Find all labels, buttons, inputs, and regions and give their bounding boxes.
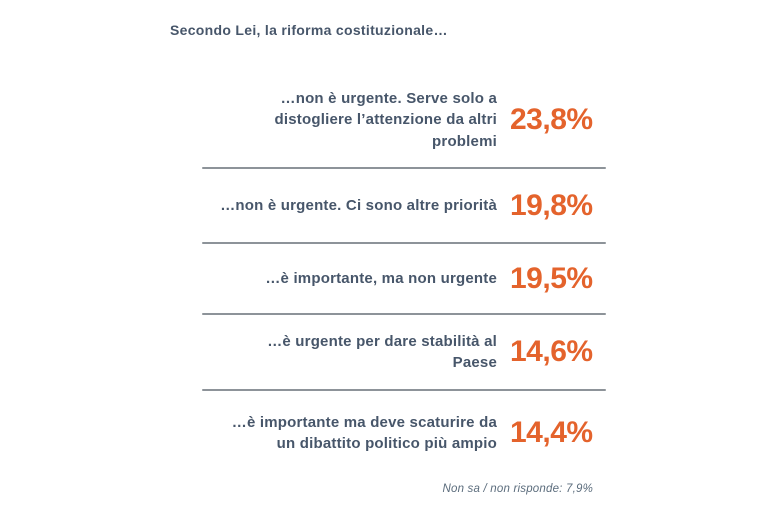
response-value: 19,8%: [510, 188, 593, 222]
divider: [202, 167, 606, 169]
response-label: …non è urgente. Ci sono altre priorità: [220, 196, 497, 214]
divider: [202, 389, 606, 391]
response-row: …non è urgente. Ci sono altre priorità 1…: [170, 169, 606, 242]
response-row: …è urgente per dare stabilità al Paese 1…: [170, 315, 606, 389]
response-value: 19,5%: [510, 261, 593, 295]
response-value: 23,8%: [510, 103, 593, 136]
response-label: …è urgente per dare stabilità al Paese: [267, 332, 497, 371]
divider: [202, 313, 606, 315]
chart-title: Secondo Lei, la riforma costituzionale…: [170, 22, 448, 38]
response-label: …è importante, ma non urgente: [265, 269, 497, 287]
response-label: …è importante ma deve scaturire da un di…: [231, 413, 497, 452]
response-label: …non è urgente. Serve solo a distogliere…: [274, 90, 497, 150]
response-row: …è importante ma deve scaturire da un di…: [170, 391, 606, 469]
response-row: …non è urgente. Serve solo a distogliere…: [170, 63, 606, 167]
no-answer-footnote: Non sa / non risponde: 7,9%: [442, 483, 593, 495]
response-list: …non è urgente. Serve solo a distogliere…: [170, 63, 606, 469]
response-row: …è importante, ma non urgente 19,5%: [170, 244, 606, 313]
response-value: 14,6%: [510, 335, 593, 368]
divider: [202, 242, 606, 244]
response-value: 14,4%: [510, 416, 593, 449]
